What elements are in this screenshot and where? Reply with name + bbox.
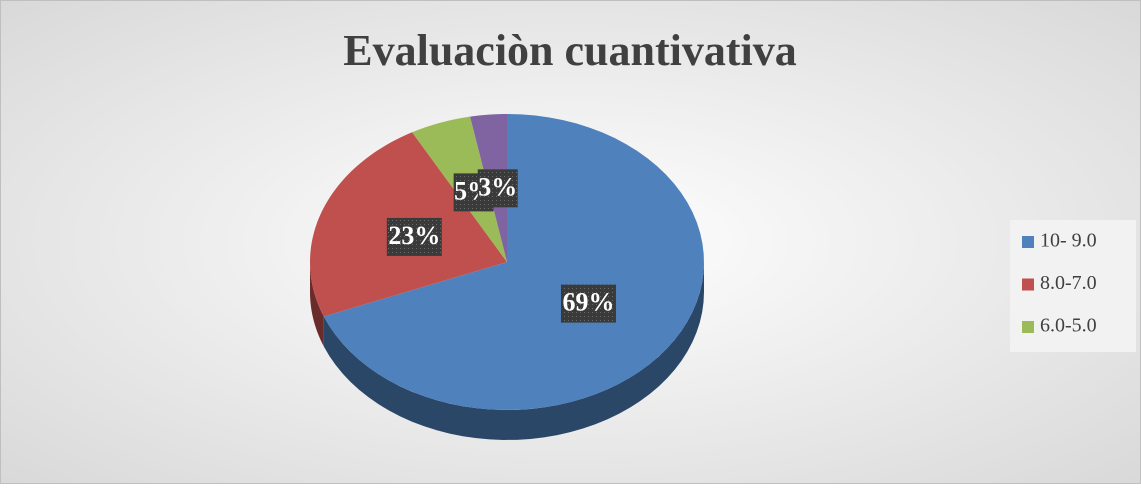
data-label-box — [560, 284, 616, 323]
legend-swatch — [1022, 321, 1034, 333]
data-label: 23% — [388, 221, 440, 250]
pie-slice — [323, 114, 704, 410]
legend-swatch — [1022, 236, 1034, 248]
data-label: 3% — [478, 172, 517, 201]
chart-title: Evaluaciòn cuantivativa — [343, 26, 797, 75]
legend-swatch — [1022, 278, 1034, 291]
pie-side — [323, 262, 704, 440]
pie-side — [310, 262, 324, 347]
data-label: 69% — [562, 288, 614, 317]
data-label-box — [386, 217, 442, 256]
data-label-box — [477, 169, 518, 208]
legend-label: 8.0-7.0 — [1040, 272, 1097, 294]
legend-label: 6.0-5.0 — [1040, 315, 1097, 337]
legend-label: 10- 9.0 — [1040, 230, 1097, 252]
